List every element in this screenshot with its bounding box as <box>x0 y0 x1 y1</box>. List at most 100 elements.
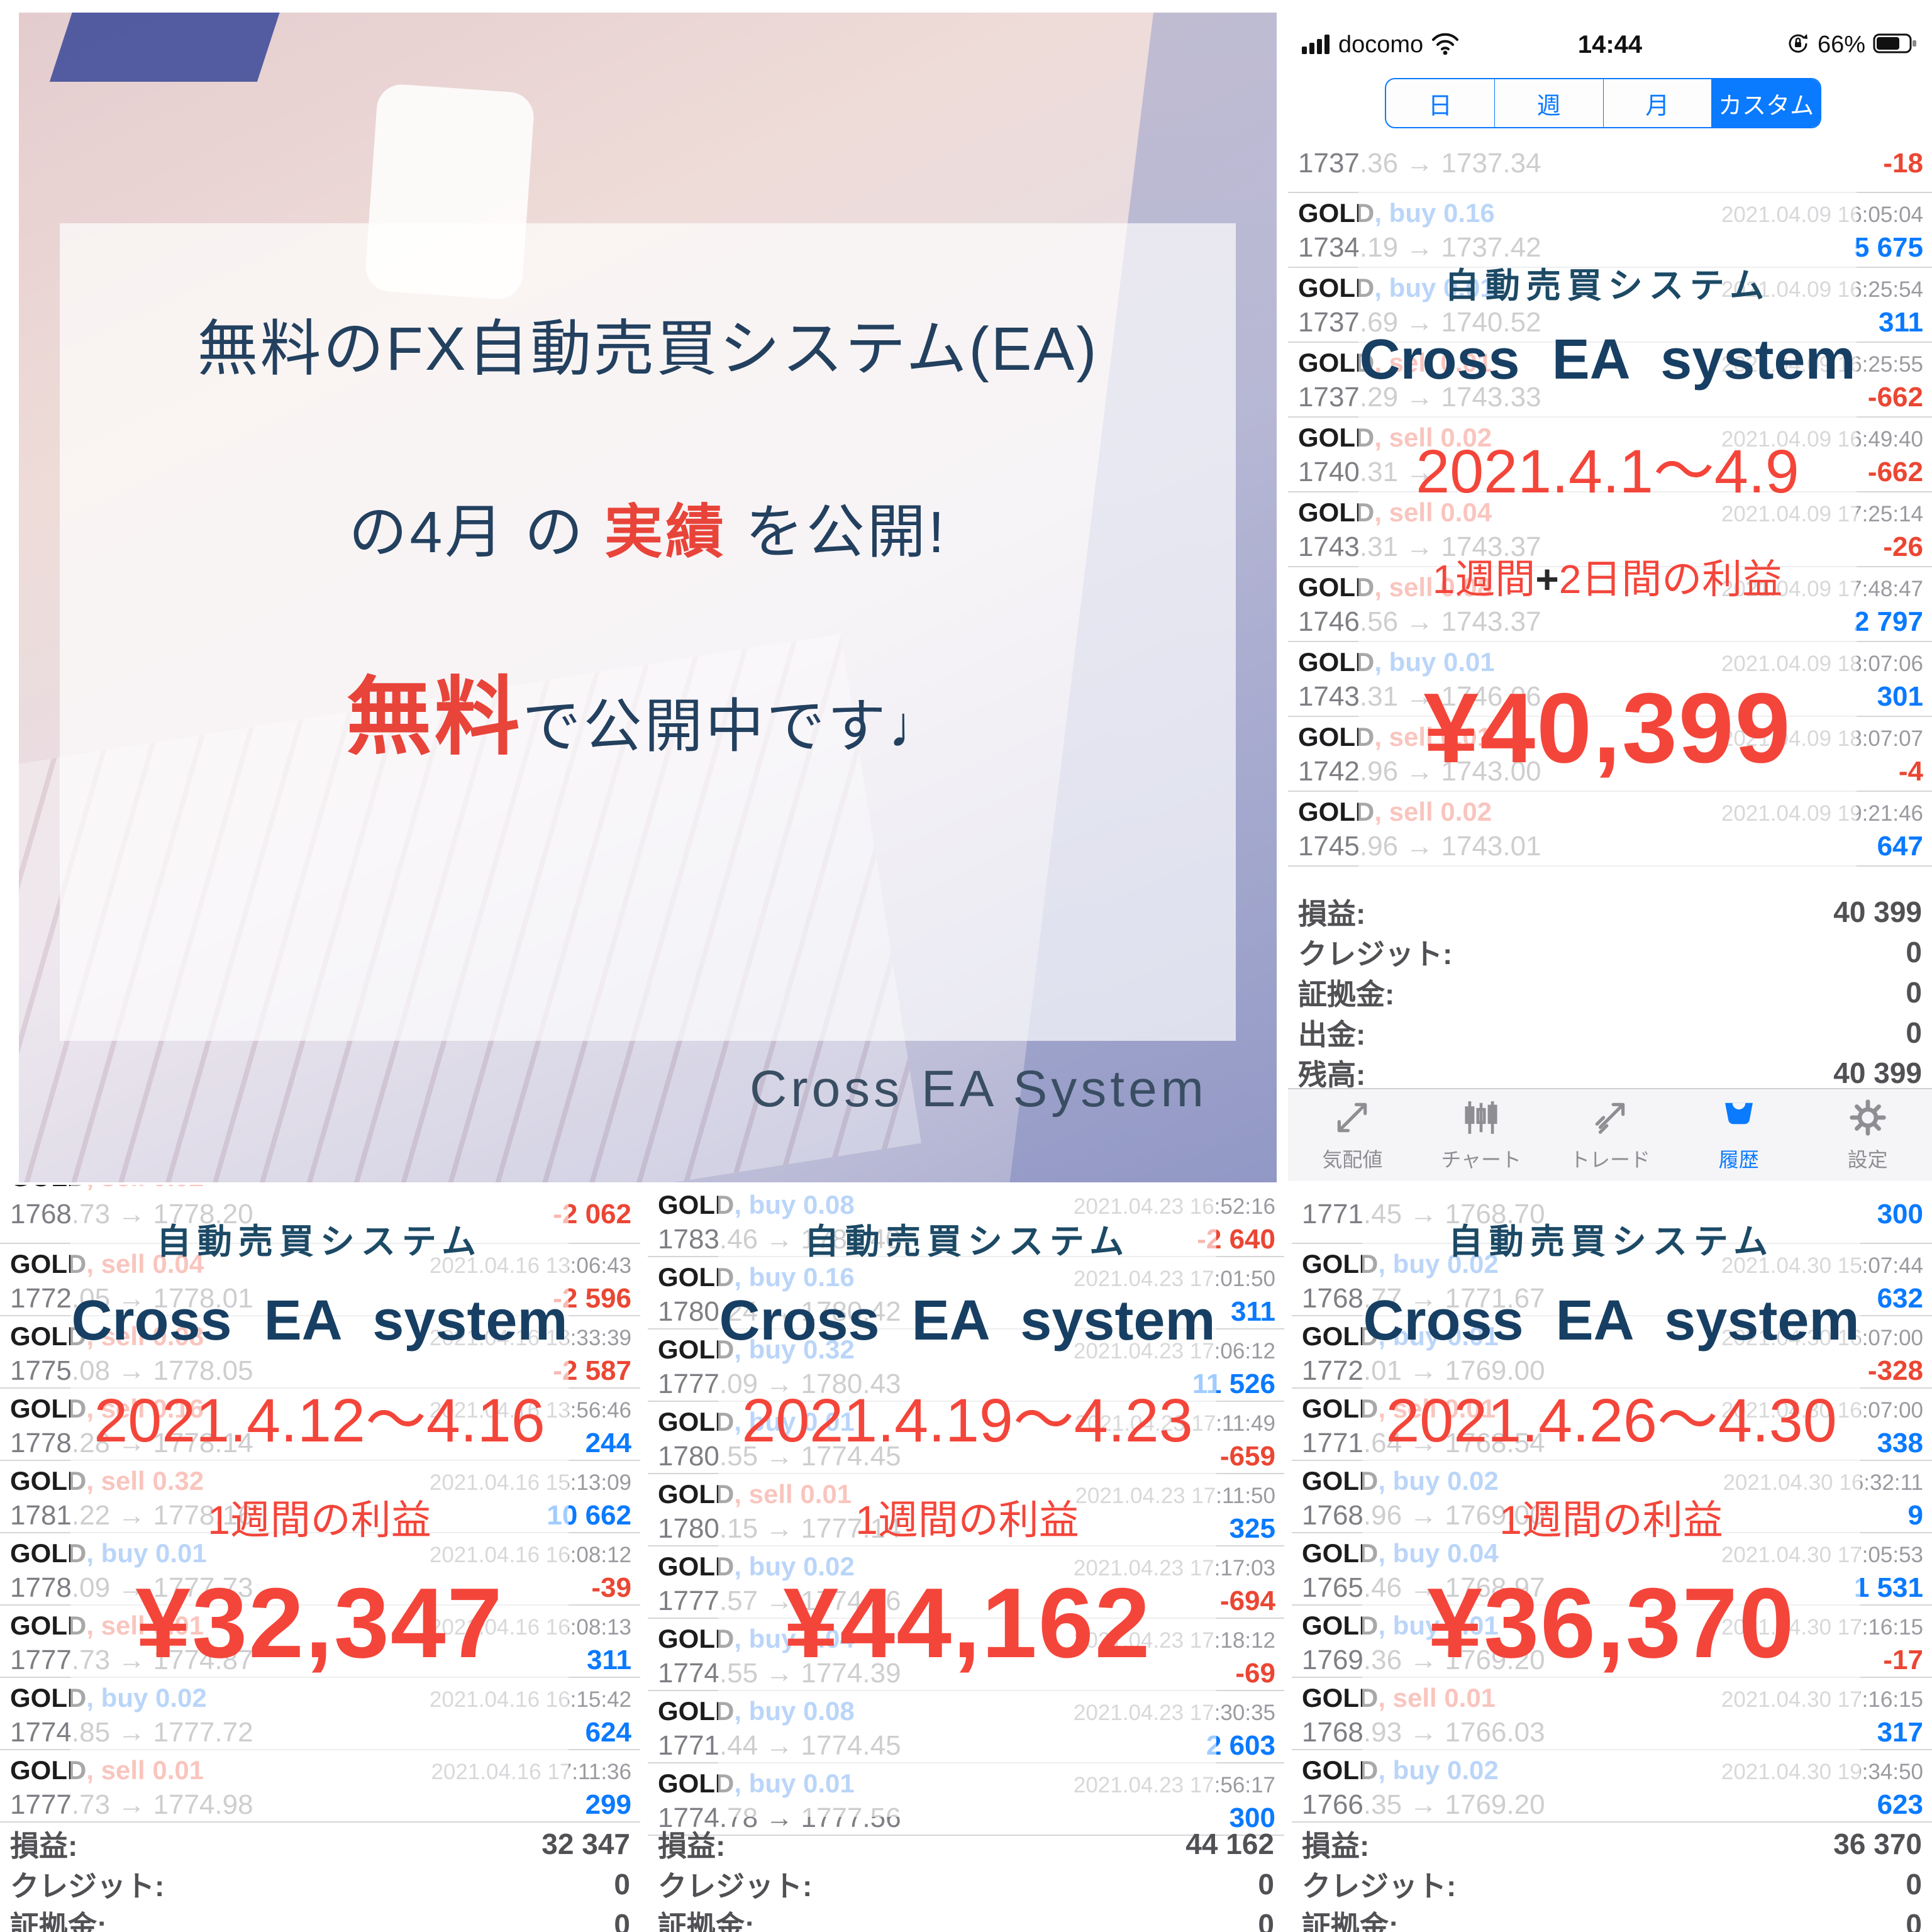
tab-trade[interactable]: トレード <box>1546 1089 1675 1181</box>
account-summary: 損益: 44 162 クレジット: 0 証拠金: 0 <box>648 1824 1284 1932</box>
chart-icon <box>1460 1098 1502 1140</box>
trade-profit: -26 <box>1883 531 1923 562</box>
promo-subline-part: の4月 の <box>348 499 604 565</box>
summary-label: 損益: <box>10 1829 78 1862</box>
trade-profit: 1 531 <box>1853 1572 1923 1603</box>
trade-profit: 317 <box>1877 1717 1923 1748</box>
trade-profit: 311 <box>587 1645 631 1675</box>
overlay-brand-label: Cross EA system <box>71 1289 568 1352</box>
segment-option-2[interactable]: 月 <box>1602 79 1712 127</box>
summary-label: クレジット: <box>1302 1870 1457 1902</box>
summary-row: 損益: 36 370 <box>1302 1824 1922 1864</box>
account-summary: 損益: 36 370 クレジット: 0 証拠金: 0 <box>1292 1824 1932 1932</box>
summary-value: 44 162 <box>1185 1828 1274 1860</box>
overlay-profit-label-part: 1週間の利益 <box>1499 1497 1723 1543</box>
mt4-history-screen-week4: 1771.45 → 1768.70300GOLD, buy 0.022021.0… <box>1292 1185 1932 1932</box>
summary-row: 損益: 32 347 <box>10 1824 630 1864</box>
overlay-system-label: 自動売買システム <box>804 1222 1131 1261</box>
summary-row: 残高: 40 399 <box>1298 1053 1922 1093</box>
trade-profit: 244 <box>585 1428 631 1458</box>
overlay-profit-label-part: 2日間の利益 <box>1558 557 1783 602</box>
tab-settings[interactable]: 設定 <box>1803 1089 1932 1181</box>
overlay-date-range: 2021.4.26〜4.30 <box>1385 1386 1837 1455</box>
trade-profit: 9 <box>1907 1500 1923 1531</box>
overlay-brand-label: Cross EA system <box>1363 1289 1860 1352</box>
overlay-date-range: 2021.4.12〜4.16 <box>94 1386 545 1455</box>
wifi-icon <box>1431 32 1460 58</box>
summary-label: 証拠金: <box>1298 978 1395 1011</box>
summary-label: 損益: <box>1302 1829 1370 1862</box>
overlay-date-range: 2021.4.1〜4.9 <box>1416 437 1799 506</box>
promo-subline-part: を公開! <box>726 499 947 565</box>
summary-row: クレジット: 0 <box>658 1864 1274 1904</box>
summary-label: クレジット: <box>658 1870 813 1902</box>
promo-signature: Cross EA System <box>750 1060 1208 1118</box>
summary-label: 損益: <box>1298 897 1366 930</box>
carrier-label: docomo <box>1338 31 1424 58</box>
summary-label: 損益: <box>658 1829 726 1862</box>
overlay-profit-label: 1週間+2日間の利益 <box>1327 558 1888 601</box>
overlay-fade <box>1358 138 1857 880</box>
trade-profit: 2 603 <box>1206 1730 1275 1761</box>
battery-percent-label: 66% <box>1817 31 1865 58</box>
clock-label: 14:44 <box>1577 30 1643 58</box>
overlay-system-label: 自動売買システム <box>1448 1222 1775 1261</box>
summary-row: クレジット: 0 <box>1298 932 1922 972</box>
status-bar: docomo 14:44 66% <box>1288 18 1932 72</box>
promo-headline: 無料のFX自動売買システム(EA) <box>197 314 1099 383</box>
summary-value: 0 <box>1258 1868 1274 1901</box>
trade-profit: -694 <box>1219 1585 1275 1616</box>
tab-label: チャート <box>1441 1148 1522 1171</box>
segment-option-1[interactable]: 週 <box>1494 79 1603 127</box>
summary-value: 0 <box>1906 976 1922 1009</box>
promo-subline: の4月 の 実績 を公開! <box>60 484 1236 569</box>
overlay-profit-label: 1週間の利益 <box>687 1499 1248 1541</box>
trade-icon <box>1589 1098 1631 1140</box>
overlay-fade <box>70 1185 569 1817</box>
summary-value: 40 399 <box>1833 1057 1922 1089</box>
tab-history[interactable]: 履歴 <box>1674 1089 1803 1181</box>
summary-label: 証拠金: <box>10 1910 107 1932</box>
trade-profit: 300 <box>1877 1199 1923 1230</box>
summary-value: 32 347 <box>541 1828 630 1860</box>
overlay-profit-amount: ¥40,399 <box>1423 673 1792 784</box>
segment-option-3[interactable]: カスタム <box>1711 79 1820 127</box>
segment-option-0[interactable]: 日 <box>1428 92 1452 119</box>
summary-label: クレジット: <box>10 1870 165 1902</box>
battery-icon <box>1873 32 1918 58</box>
trade-profit: -39 <box>591 1572 631 1603</box>
overlay-profit-label-part: 1週間の利益 <box>208 1497 431 1543</box>
overlay-profit-amount: ¥44,162 <box>783 1568 1152 1679</box>
summary-row: 証拠金: 0 <box>1302 1904 1922 1932</box>
trade-profit: 623 <box>1877 1789 1923 1820</box>
summary-value: 0 <box>1906 1868 1922 1901</box>
summary-value: 0 <box>1258 1908 1274 1932</box>
tab-label: トレード <box>1569 1148 1650 1171</box>
overlay-profit-amount: ¥36,370 <box>1427 1568 1796 1679</box>
quotes-icon <box>1331 1098 1374 1140</box>
period-segmented-control: 日 週月カスタム <box>1385 78 1821 128</box>
overlay-profit-amount: ¥32,347 <box>135 1568 504 1679</box>
promo-subline-part: 実績 <box>604 499 726 565</box>
tab-charts[interactable]: チャート <box>1417 1089 1546 1181</box>
promo-freeline-part: 無料 <box>346 669 523 765</box>
trade-profit: 301 <box>1877 681 1923 712</box>
mt4-history-screen-week3: GOLD, buy 0.082021.04.23 16:52:161783.46… <box>648 1185 1284 1932</box>
trade-profit: 299 <box>585 1789 631 1820</box>
overlay-profit-label-part: 1週間 <box>1432 557 1536 602</box>
summary-row: 証拠金: 0 <box>1298 972 1922 1013</box>
overlay-profit-label: 1週間の利益 <box>39 1499 600 1541</box>
overlay-fade <box>1362 1185 1860 1817</box>
overlay-profit-label-part: 1週間の利益 <box>855 1497 1079 1543</box>
tab-quotes[interactable]: 気配値 <box>1288 1089 1417 1181</box>
summary-row: 出金: 0 <box>1298 1013 1922 1053</box>
summary-value: 0 <box>614 1868 630 1901</box>
summary-label: クレジット: <box>1298 938 1453 970</box>
summary-row: 損益: 44 162 <box>658 1824 1274 1864</box>
trade-profit: 311 <box>1879 307 1923 338</box>
signal-icon <box>1302 33 1331 57</box>
overlay-system-label: 自動売買システム <box>1444 266 1771 305</box>
trade-profit: -659 <box>1219 1441 1275 1472</box>
summary-row: 証拠金: 0 <box>10 1904 630 1932</box>
